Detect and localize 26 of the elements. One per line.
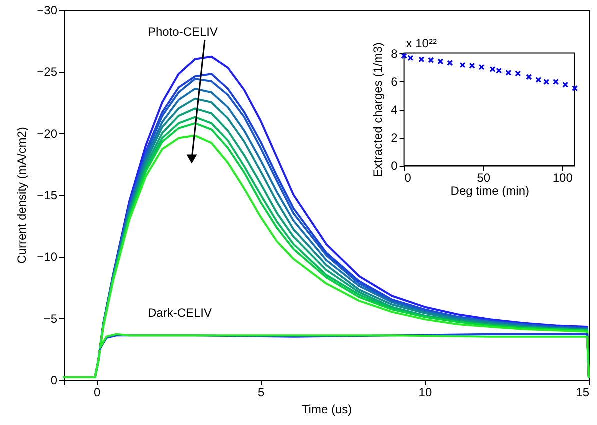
annotation: x 10²² bbox=[406, 36, 437, 50]
y-tick-label: −10 bbox=[37, 250, 58, 264]
y-tick-label: 8 bbox=[391, 46, 398, 61]
x-tick-label: 10 bbox=[418, 386, 432, 400]
y-axis-title: Extracted charges (1/m3) bbox=[371, 42, 386, 178]
y-tick-label: −20 bbox=[37, 126, 58, 141]
y-tick-label: −15 bbox=[37, 188, 58, 202]
x-axis-title: Deg time (min) bbox=[450, 184, 530, 198]
x-tick-label: 0 bbox=[94, 386, 101, 400]
annotation: Photo-CELIV bbox=[148, 25, 218, 39]
y-tick-label: −5 bbox=[44, 312, 58, 326]
x-tick-label: 15 bbox=[576, 386, 590, 400]
annotation: Dark-CELIV bbox=[148, 306, 212, 320]
x-axis-title: Time (us) bbox=[302, 402, 352, 416]
y-tick-label: 6 bbox=[391, 74, 398, 89]
x-tick-label: 5 bbox=[258, 386, 266, 400]
y-tick-label: 0 bbox=[50, 374, 58, 388]
x-tick-label: 100 bbox=[552, 171, 574, 186]
x-tick-label: 0 bbox=[404, 171, 412, 186]
y-tick-label: −25 bbox=[37, 65, 58, 80]
y-tick-label: 2 bbox=[391, 131, 398, 146]
y-tick-label: 0 bbox=[391, 159, 398, 174]
y-axis-title: Current density (mA/cm2) bbox=[15, 127, 30, 264]
x-tick-label: 50 bbox=[477, 171, 491, 186]
y-tick-label: 4 bbox=[391, 103, 398, 117]
y-tick-label: −30 bbox=[37, 4, 58, 18]
